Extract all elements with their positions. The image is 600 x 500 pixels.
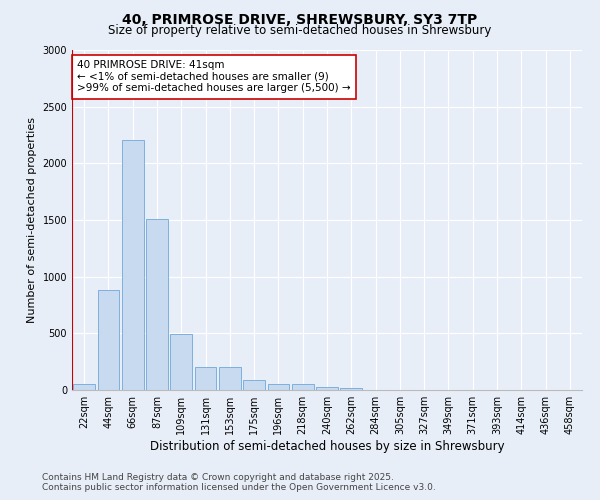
Bar: [146, 219, 168, 390]
Bar: [292, 384, 314, 390]
Y-axis label: Number of semi-detached properties: Number of semi-detached properties: [27, 117, 37, 323]
Bar: [340, 388, 362, 390]
Text: 40 PRIMROSE DRIVE: 41sqm
← <1% of semi-detached houses are smaller (9)
>99% of s: 40 PRIMROSE DRIVE: 41sqm ← <1% of semi-d…: [77, 60, 351, 94]
Bar: [73, 384, 95, 390]
Bar: [97, 290, 119, 390]
Text: 40, PRIMROSE DRIVE, SHREWSBURY, SY3 7TP: 40, PRIMROSE DRIVE, SHREWSBURY, SY3 7TP: [122, 12, 478, 26]
Bar: [268, 384, 289, 390]
Text: Contains HM Land Registry data © Crown copyright and database right 2025.
Contai: Contains HM Land Registry data © Crown c…: [42, 473, 436, 492]
Bar: [170, 334, 192, 390]
Bar: [243, 380, 265, 390]
Bar: [219, 368, 241, 390]
Text: Size of property relative to semi-detached houses in Shrewsbury: Size of property relative to semi-detach…: [109, 24, 491, 37]
Bar: [194, 368, 217, 390]
X-axis label: Distribution of semi-detached houses by size in Shrewsbury: Distribution of semi-detached houses by …: [149, 440, 505, 453]
Bar: [122, 140, 143, 390]
Bar: [316, 386, 338, 390]
